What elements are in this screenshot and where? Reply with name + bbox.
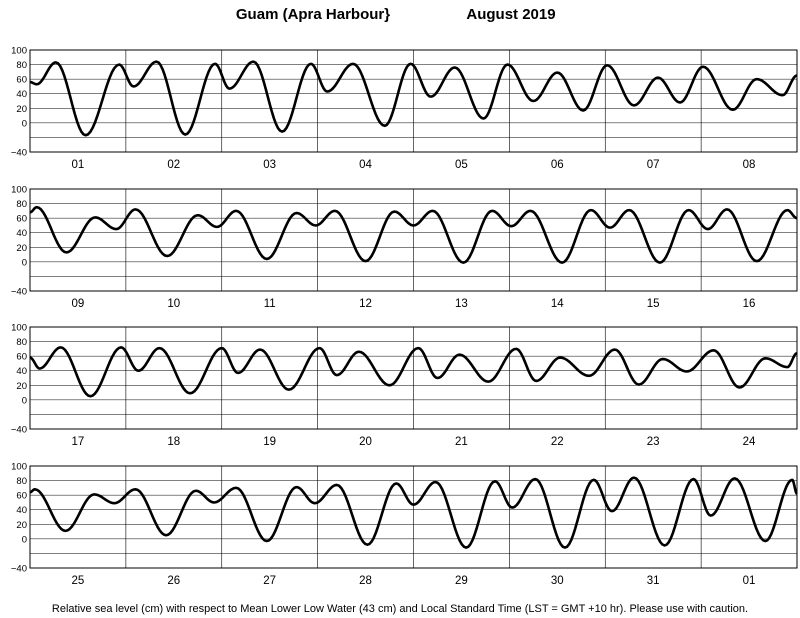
tide-series-line — [29, 205, 798, 264]
y-tick-label: −40 — [11, 425, 27, 436]
day-label: 01 — [743, 575, 756, 587]
day-label: 26 — [167, 575, 180, 587]
y-tick-label: 60 — [16, 491, 27, 502]
day-label: 24 — [743, 436, 756, 448]
y-tick-label: 60 — [16, 352, 27, 363]
day-label: 20 — [359, 436, 372, 448]
y-tick-label: 100 — [11, 185, 27, 196]
y-tick-label: 20 — [16, 243, 27, 254]
y-tick-label: 40 — [16, 228, 27, 239]
day-label: 09 — [72, 298, 85, 310]
y-tick-label: 40 — [16, 366, 27, 377]
panel-1: 100 80 60 40 20 0 −40 01 02 03 04 05 06 07 08 — [11, 46, 798, 171]
day-label: 01 — [72, 159, 85, 171]
panel-4: 100 80 60 40 20 0 −40 25 26 27 28 29 30 31 01 — [11, 462, 798, 587]
y-tick-label: 0 — [22, 534, 27, 545]
y-tick-label: 80 — [16, 199, 27, 210]
tide-series-line — [29, 60, 798, 137]
y-tick-label: 0 — [22, 257, 27, 268]
y-tick-label: 20 — [16, 104, 27, 115]
day-label: 12 — [359, 298, 372, 310]
chart-footnote: Relative sea level (cm) with respect to … — [52, 603, 748, 615]
day-label: 23 — [647, 436, 660, 448]
day-label: 06 — [551, 159, 564, 171]
day-label: 13 — [455, 298, 468, 310]
tide-series-line — [29, 346, 798, 398]
day-label: 15 — [647, 298, 660, 310]
y-tick-label: 100 — [11, 323, 27, 334]
day-label: 08 — [743, 159, 756, 171]
y-tick-label: −40 — [11, 148, 27, 159]
day-label: 18 — [167, 436, 180, 448]
y-tick-label: −40 — [11, 287, 27, 298]
y-tick-label: 0 — [22, 395, 27, 406]
y-tick-label: 40 — [16, 505, 27, 516]
day-label: 19 — [263, 436, 276, 448]
y-tick-label: 80 — [16, 337, 27, 348]
day-label: 05 — [455, 159, 468, 171]
chart-title: Guam (Apra Harbour} — [236, 6, 390, 23]
day-label: 25 — [72, 575, 85, 587]
y-tick-label: 100 — [11, 462, 27, 473]
day-label: 02 — [167, 159, 180, 171]
day-label: 17 — [72, 436, 85, 448]
y-tick-label: 20 — [16, 381, 27, 392]
panel-2: 100 80 60 40 20 0 −40 09 10 11 12 13 14 15 16 — [11, 185, 798, 310]
day-label: 30 — [551, 575, 564, 587]
day-label: 16 — [743, 298, 756, 310]
y-tick-label: 0 — [22, 118, 27, 129]
y-tick-label: 100 — [11, 46, 27, 57]
day-label: 27 — [263, 575, 276, 587]
day-label: 21 — [455, 436, 468, 448]
y-tick-label: 20 — [16, 520, 27, 531]
day-label: 29 — [455, 575, 468, 587]
day-label: 07 — [647, 159, 660, 171]
chart-period: August 2019 — [466, 6, 555, 23]
y-tick-label: 80 — [16, 60, 27, 71]
day-label: 10 — [167, 298, 180, 310]
y-tick-label: 40 — [16, 89, 27, 100]
day-label: 22 — [551, 436, 564, 448]
y-tick-label: 60 — [16, 75, 27, 86]
day-label: 11 — [264, 298, 276, 310]
day-label: 28 — [359, 575, 372, 587]
day-label: 14 — [551, 298, 564, 310]
y-tick-label: 80 — [16, 476, 27, 487]
y-tick-label: −40 — [11, 564, 27, 575]
tide-series-line — [29, 476, 798, 549]
day-label: 03 — [263, 159, 276, 171]
day-label: 31 — [647, 575, 660, 587]
day-label: 04 — [359, 159, 372, 171]
panel-3: 100 80 60 40 20 0 −40 17 18 19 20 21 22 23 24 — [11, 323, 798, 448]
y-tick-label: 60 — [16, 214, 27, 225]
